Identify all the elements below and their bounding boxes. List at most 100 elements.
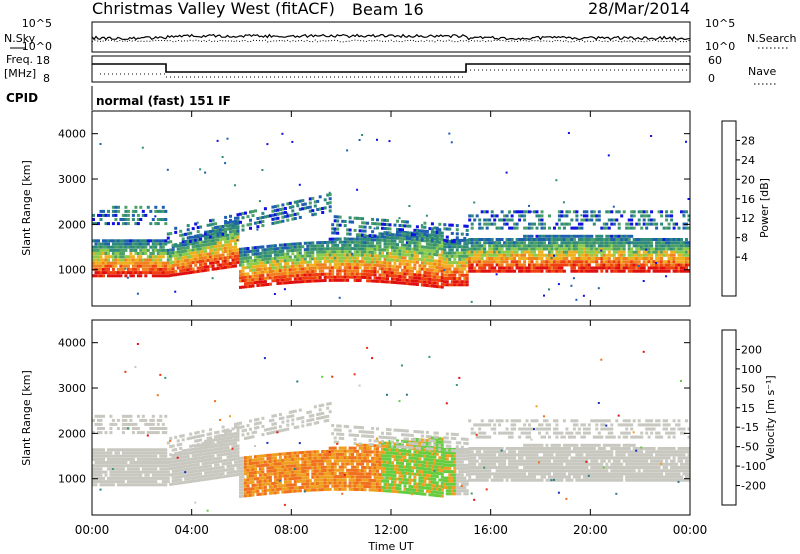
power-cell (682, 247, 686, 251)
power-cell (263, 267, 267, 271)
power-cell (194, 270, 198, 274)
velocity-cell (226, 471, 230, 475)
power-cell (368, 225, 372, 229)
power-cell (156, 264, 160, 268)
velocity-cell (184, 458, 188, 462)
velocity-cell (156, 457, 160, 461)
power-cell (445, 270, 449, 274)
power-cell (418, 267, 422, 271)
velocity-cell (256, 489, 260, 493)
velocity-cell (94, 467, 98, 471)
power-cell (288, 258, 292, 262)
power-cell (136, 255, 140, 259)
velocity-cell (293, 461, 297, 464)
velocity-cell (246, 462, 250, 466)
power-cell (92, 218, 95, 221)
power-cell (630, 247, 634, 251)
power-cell (657, 241, 661, 245)
power-cell (376, 235, 379, 239)
power-cell (448, 227, 452, 231)
power-cell (463, 257, 467, 261)
power-cell (612, 250, 616, 254)
power-cell (311, 263, 315, 267)
power-cell (318, 276, 322, 279)
power-cell (129, 239, 133, 243)
velocity-cell (241, 459, 245, 463)
power-cell (508, 218, 512, 222)
power-cell (657, 238, 661, 241)
power-cell (440, 266, 444, 270)
power-cell (221, 266, 225, 270)
velocity-cell (181, 474, 185, 478)
power-cell (523, 238, 527, 241)
velocity-cell (206, 439, 210, 443)
power-cell (326, 256, 330, 260)
power-cell (520, 257, 524, 260)
power-cell (196, 238, 200, 242)
power-cell (363, 269, 367, 273)
power-cell (428, 271, 432, 275)
velocity-cell (321, 375, 324, 378)
power-cell (361, 225, 365, 229)
velocity-cell (321, 456, 325, 460)
power-cell (508, 250, 512, 254)
power-cell (508, 238, 512, 241)
velocity-cell (199, 438, 203, 442)
power-cell (530, 266, 534, 270)
power-cell (473, 247, 477, 251)
velocity-cell (258, 480, 262, 483)
power-cell (244, 247, 247, 251)
velocity-cell (159, 483, 163, 487)
velocity-cell (206, 458, 210, 462)
power-cell (518, 214, 522, 218)
power-cell (104, 242, 108, 246)
power-cell (460, 283, 464, 287)
power-cell (116, 274, 120, 278)
power-cell (567, 253, 571, 257)
velocity-cell (331, 468, 335, 472)
power-cell (116, 248, 120, 252)
y-tick-label: 2000 (58, 218, 86, 231)
power-cell (580, 222, 584, 226)
power-cell (622, 266, 626, 270)
power-cell (281, 265, 285, 269)
power-cell (311, 251, 315, 254)
velocity-cell (97, 427, 100, 430)
power-cell (141, 239, 145, 243)
velocity-cell (204, 465, 208, 469)
power-cell (131, 258, 135, 262)
power-cell (580, 238, 584, 241)
velocity-cell (134, 476, 138, 480)
power-cell (505, 247, 509, 251)
power-cell (104, 267, 108, 271)
power-cell (575, 214, 579, 218)
power-cell (136, 258, 140, 262)
velocity-cell (288, 414, 292, 418)
power-cell (224, 215, 228, 219)
power-cell (161, 242, 165, 246)
power-cell (386, 242, 389, 246)
velocity-cell (131, 473, 135, 477)
velocity-cell (256, 470, 260, 474)
power-cell (107, 267, 110, 271)
power-cell (111, 239, 115, 243)
velocity-cell (166, 457, 170, 461)
power-cell (535, 234, 539, 238)
velocity-cell (102, 451, 105, 455)
power-cell (358, 233, 362, 237)
power-cell (665, 218, 669, 222)
power-cell (488, 257, 492, 260)
power-cell (99, 242, 103, 246)
power-cell (592, 244, 596, 248)
power-cell (231, 229, 235, 233)
velocity-cell (291, 418, 295, 422)
power-cell (396, 278, 399, 281)
power-cell (515, 241, 519, 245)
power-cell (169, 248, 173, 252)
power-cell (405, 220, 409, 224)
velocity-cell (171, 457, 175, 461)
power-cell (533, 247, 536, 251)
power-cell (229, 214, 232, 218)
power-cell (453, 270, 457, 274)
power-cell (131, 213, 135, 217)
